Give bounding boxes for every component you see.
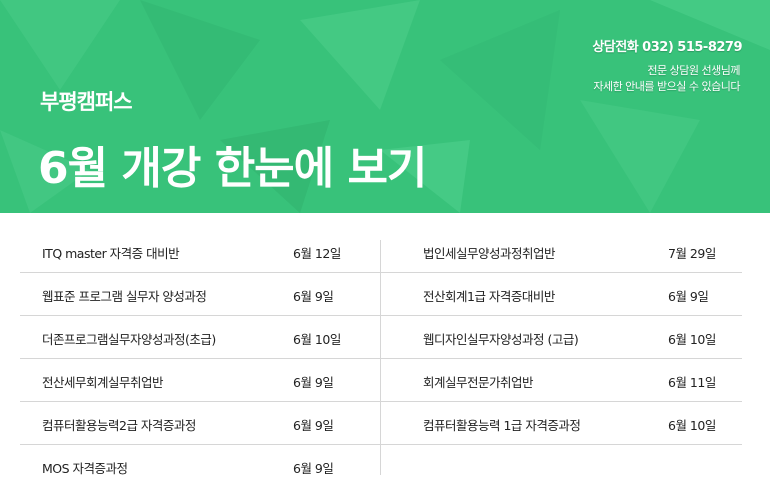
course-name: MOS 자격증과정	[42, 461, 128, 476]
course-date: 6월 9일	[293, 289, 334, 304]
page-title: 6월 개강 한눈에 보기	[38, 143, 427, 194]
course-list-right: 법인세실무양성과정취업반 7월 29일 전산회계1급 자격증대비반 6월 9일 웹디…	[380, 230, 742, 445]
course-name: 더존프로그램실무자양성과정(초급)	[42, 332, 216, 347]
column-divider	[380, 240, 381, 475]
course-row[interactable]: 컴퓨터활용능력2급 자격증과정 6월 9일	[20, 402, 380, 445]
course-row[interactable]: 법인세실무양성과정취업반 7월 29일	[380, 230, 742, 273]
course-row[interactable]: 전산회계1급 자격증대비반 6월 9일	[380, 273, 742, 316]
course-date: 6월 9일	[293, 418, 334, 433]
course-row[interactable]: 웹표준 프로그램 실무자 양성과정 6월 9일	[20, 273, 380, 316]
phone-number[interactable]: 상담전화 032) 515-8279	[592, 40, 742, 55]
background-pattern	[0, 0, 770, 213]
course-row[interactable]: ITQ master 자격증 대비반 6월 12일	[20, 230, 380, 273]
course-date: 6월 9일	[293, 375, 334, 390]
desc-line: 자세한 안내를 받으실 수 있습니다	[593, 80, 740, 93]
course-row[interactable]: 더존프로그램실무자양성과정(초급) 6월 10일	[20, 316, 380, 359]
course-name: 법인세실무양성과정취업반	[423, 246, 556, 261]
course-name: 컴퓨터활용능력 1급 자격증과정	[423, 418, 581, 433]
course-row[interactable]: MOS 자격증과정 6월 9일	[20, 445, 380, 487]
course-row[interactable]: 회계실무전문가취업반 6월 11일	[380, 359, 742, 402]
campus-name: 부평캠퍼스	[40, 90, 133, 114]
course-row[interactable]: 웹디자인실무자양성과정 (고급) 6월 10일	[380, 316, 742, 359]
course-list-left: ITQ master 자격증 대비반 6월 12일 웹표준 프로그램 실무자 양성…	[20, 230, 380, 487]
course-date: 6월 10일	[668, 418, 716, 433]
course-date: 6월 10일	[293, 332, 341, 347]
course-name: 컴퓨터활용능력2급 자격증과정	[42, 418, 196, 433]
header-banner: 부평캠퍼스 6월 개강 한눈에 보기 상담전화 032) 515-8279 전문…	[0, 0, 770, 213]
course-date: 7월 29일	[668, 246, 716, 261]
course-row[interactable]: 컴퓨터활용능력 1급 자격증과정 6월 10일	[380, 402, 742, 445]
consult-description: 전문 상담원 선생님께 자세한 안내를 받으실 수 있습니다	[593, 63, 740, 95]
course-name: ITQ master 자격증 대비반	[42, 246, 180, 261]
course-name: 웹디자인실무자양성과정 (고급)	[423, 332, 579, 347]
course-name: 회계실무전문가취업반	[423, 375, 534, 390]
course-date: 6월 11일	[668, 375, 716, 390]
course-row[interactable]: 전산세무회계실무취업반 6월 9일	[20, 359, 380, 402]
course-name: 웹표준 프로그램 실무자 양성과정	[42, 289, 207, 304]
course-name: 전산세무회계실무취업반	[42, 375, 164, 390]
course-date: 6월 12일	[293, 246, 341, 261]
course-date: 6월 10일	[668, 332, 716, 347]
course-date: 6월 9일	[293, 461, 334, 476]
course-name: 전산회계1급 자격증대비반	[423, 289, 555, 304]
desc-line: 전문 상담원 선생님께	[647, 64, 740, 77]
course-date: 6월 9일	[668, 289, 709, 304]
